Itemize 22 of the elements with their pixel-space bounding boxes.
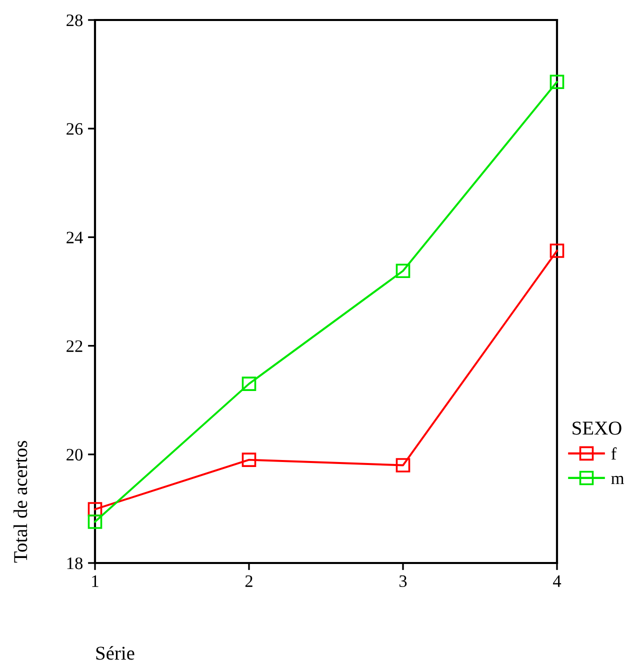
- y-tick-label: 28: [66, 14, 83, 26]
- legend-label: f: [611, 447, 617, 460]
- legend-title: SEXO: [572, 422, 622, 435]
- legend-label: m: [611, 476, 624, 484]
- point: [550, 244, 564, 258]
- point: [396, 264, 410, 278]
- y-tick-label: 18: [67, 557, 83, 570]
- point: [550, 74, 564, 90]
- x-tick-label: 2: [245, 575, 252, 587]
- y-tick-label: 24: [66, 232, 83, 244]
- point: [242, 376, 256, 391]
- y-tick-label: 20: [66, 448, 83, 461]
- point: [88, 514, 102, 529]
- x-tick-label: 4: [553, 575, 562, 587]
- x-axis-title: Série: [96, 646, 134, 660]
- point: [242, 452, 256, 467]
- y-tick-label: 26: [66, 123, 83, 135]
- y-axis-title: Total de acertos: [13, 440, 28, 563]
- x-tick-label: 1: [92, 575, 98, 587]
- point: [396, 458, 410, 472]
- y-tick-label: 22: [66, 340, 82, 352]
- x-tick-label: 3: [399, 575, 407, 588]
